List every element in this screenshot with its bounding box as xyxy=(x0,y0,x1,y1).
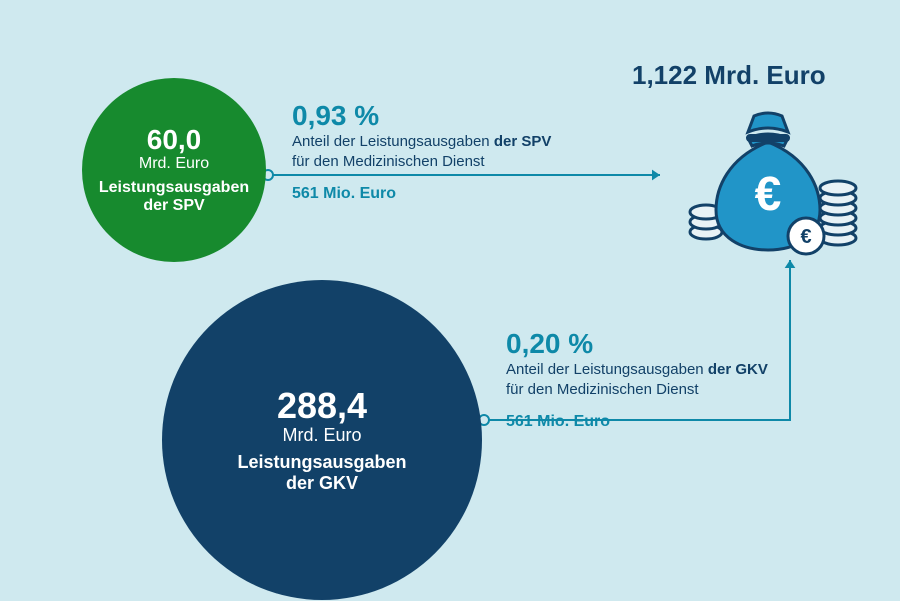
gkv-unit: Mrd. Euro xyxy=(282,425,361,446)
spv-text-block: 0,93 % Anteil der Leistungsausgaben der … xyxy=(292,100,551,203)
spv-label: Leistungsausgaben der SPV xyxy=(99,179,249,215)
spv-percentage: 0,93 % xyxy=(292,100,551,132)
moneybag-icon: €€ xyxy=(688,110,858,265)
svg-text:€: € xyxy=(755,168,782,221)
total-amount: 1,122 Mrd. Euro xyxy=(632,60,826,91)
gkv-percentage: 0,20 % xyxy=(506,328,768,360)
gkv-label: Leistungsausgaben der GKV xyxy=(237,452,406,494)
spv-description: Anteil der Leistungsausgaben der SPV für… xyxy=(292,132,551,171)
spv-amount: 561 Mio. Euro xyxy=(292,185,551,203)
infographic-canvas: 60,0 Mrd. Euro Leistungsausgaben der SPV… xyxy=(0,0,900,601)
spv-value: 60,0 xyxy=(147,125,202,156)
spv-circle: 60,0 Mrd. Euro Leistungsausgaben der SPV xyxy=(82,78,266,262)
gkv-circle: 288,4 Mrd. Euro Leistungsausgaben der GK… xyxy=(162,280,482,600)
gkv-amount: 561 Mio. Euro xyxy=(506,413,768,431)
gkv-description: Anteil der Leistungsausgaben der GKV für… xyxy=(506,360,768,399)
gkv-value: 288,4 xyxy=(277,386,367,426)
spv-unit: Mrd. Euro xyxy=(139,155,209,173)
gkv-text-block: 0,20 % Anteil der Leistungsausgaben der … xyxy=(506,328,768,431)
svg-text:€: € xyxy=(800,226,811,248)
